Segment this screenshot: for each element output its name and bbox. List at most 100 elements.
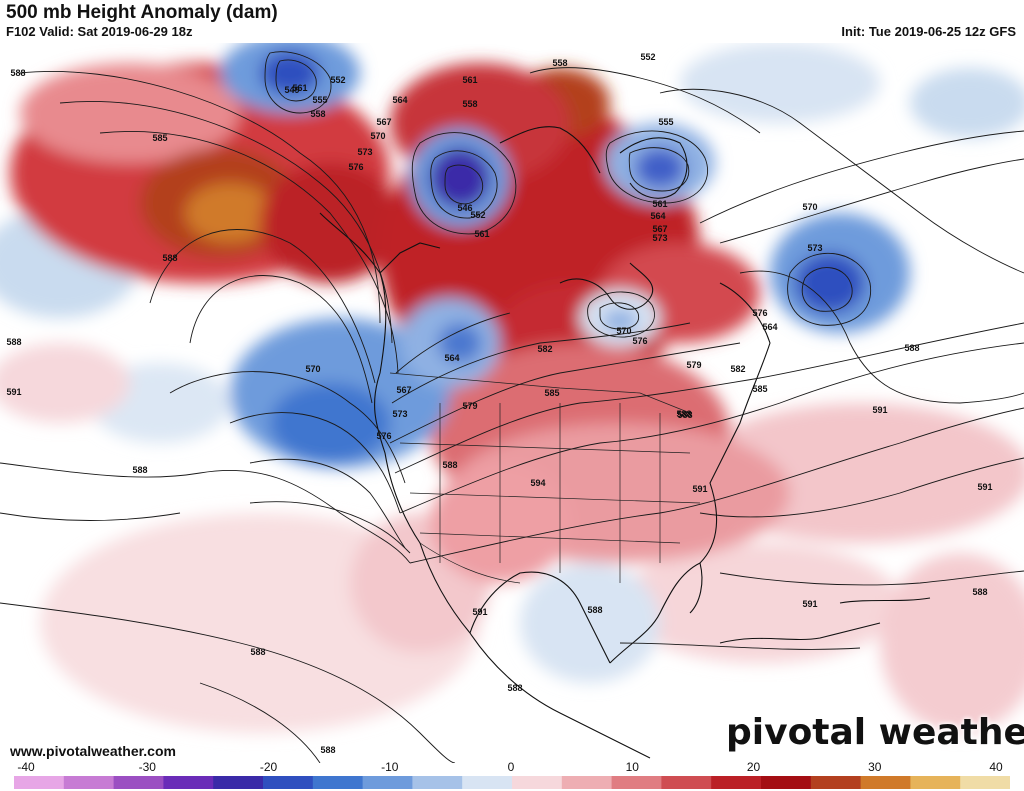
contour-label: 573 [652,233,667,243]
colorbar-swatch [860,776,911,789]
colorbar-swatch [263,776,314,789]
init-time: Init: Tue 2019-06-25 12z GFS [841,24,1016,39]
contour-label: 561 [474,229,489,239]
brand-logo: pivotal weather [726,712,1024,753]
contour-label: 588 [250,647,265,657]
contour-label: 549 [284,85,299,95]
colorbar-tick-label: 20 [746,760,761,774]
contour-label: 573 [807,243,822,253]
colorbar-tick-label: 30 [868,760,882,774]
colorbar-swatch [761,776,812,789]
contour-label: 552 [470,210,485,220]
colorbar-swatch [312,776,364,789]
borders [389,372,701,584]
contour-label: 570 [616,326,631,336]
colorbar-swatch [561,776,613,789]
colorbar [14,776,1010,789]
contour-label: 570 [802,202,817,212]
contour-label: 567 [376,117,391,127]
contour-label: 555 [658,117,673,127]
colorbar-ticks: -40 -30 -20 -10 0 10 20 30 40 [0,760,1024,776]
contour-label: 561 [292,83,307,93]
contour-label: 573 [392,409,407,419]
colorbar-swatch [960,776,1010,789]
contour-label: 591 [872,405,887,415]
contour-label: 576 [632,336,647,346]
colorbar-swatch [213,776,264,789]
contour-label: 585 [752,384,767,394]
colorbar-swatch [711,776,762,789]
contour-label: 588 [507,683,522,693]
contour-label: 570 [370,131,385,141]
contour-label: 579 [686,360,701,370]
colorbar-swatch [810,776,862,789]
map-title: 500 mb Height Anomaly (dam) [6,2,278,23]
colorbar-swatch [412,776,463,789]
colorbar-tick-label: 10 [625,760,639,774]
colorbar-swatch [512,776,563,789]
contour-label: 588 [320,745,335,755]
contour-label: 579 [462,401,477,411]
contour-label: 588 [904,343,919,353]
contour-label: 552 [330,75,345,85]
contour-label: 570 [305,364,320,374]
contour-label: 588 [132,465,147,475]
colorbar-swatch [661,776,712,789]
contour-label: 588 [162,253,177,263]
contour-label: 588 [587,605,602,615]
colorbar-tick-label: -40 [17,760,35,774]
contour-label: 576 [348,162,363,172]
contour-label: 588 [442,460,457,470]
contour-label: 576 [752,308,767,318]
header-bar: 500 mb Height Anomaly (dam) F102 Valid: … [0,0,1024,42]
colorbar-swatch [63,776,115,789]
contour-label: 591 [472,607,487,617]
map-canvas: 5885855885615585555495525645675705735765… [0,43,1024,763]
colorbar-swatch [611,776,662,789]
height-contours [0,51,1024,763]
anomaly-map: 5885855885615585555495525645675705735765… [0,43,1024,763]
colorbar-swatch [14,776,65,789]
contour-label: 567 [652,224,667,234]
contour-label: 573 [357,147,372,157]
contour-label: 564 [444,353,459,363]
contour-label: 588 [6,337,21,347]
valid-time: F102 Valid: Sat 2019-06-29 18z [6,24,193,39]
contour-label: 555 [312,95,327,105]
contour-label: 561 [652,199,667,209]
contour-label: 546 [457,203,472,213]
colorbar-tick-label: 0 [507,760,515,774]
contour-label: 564 [392,95,407,105]
contour-label: 591 [692,484,707,494]
colorbar-swatch [113,776,164,789]
colorbar-tick-label: -10 [381,760,399,774]
contour-label: 561 [462,75,477,85]
contour-label: 576 [376,431,391,441]
colorbar-swatch [362,776,413,789]
colorbar-swatch [462,776,513,789]
contour-label: 594 [530,478,545,488]
contour-label: 585 [544,388,559,398]
colorbar-swatch [163,776,214,789]
contour-label: 558 [462,99,477,109]
contour-label: 552 [640,52,655,62]
contour-label: 558 [310,109,325,119]
contour-label: 588 [677,410,692,420]
contour-label: 582 [730,364,745,374]
contour-label: 582 [537,344,552,354]
contour-labels: 5885855885615585555495525645675705735765… [6,52,992,755]
contour-label: 564 [762,322,777,332]
anomaly-fill [0,43,1024,733]
contour-label: 558 [552,58,567,68]
contour-label: 588 [10,68,25,78]
contour-label: 567 [396,385,411,395]
colorbar-tick-label: 40 [989,760,1003,774]
colorbar-tick-label: -30 [138,760,156,774]
contour-label: 588 [972,587,987,597]
contour-label: 591 [6,387,21,397]
contour-label: 564 [650,211,665,221]
contour-label: 585 [152,133,167,143]
contour-label: 591 [977,482,992,492]
contour-label: 591 [802,599,817,609]
colorbar-swatch [910,776,961,789]
